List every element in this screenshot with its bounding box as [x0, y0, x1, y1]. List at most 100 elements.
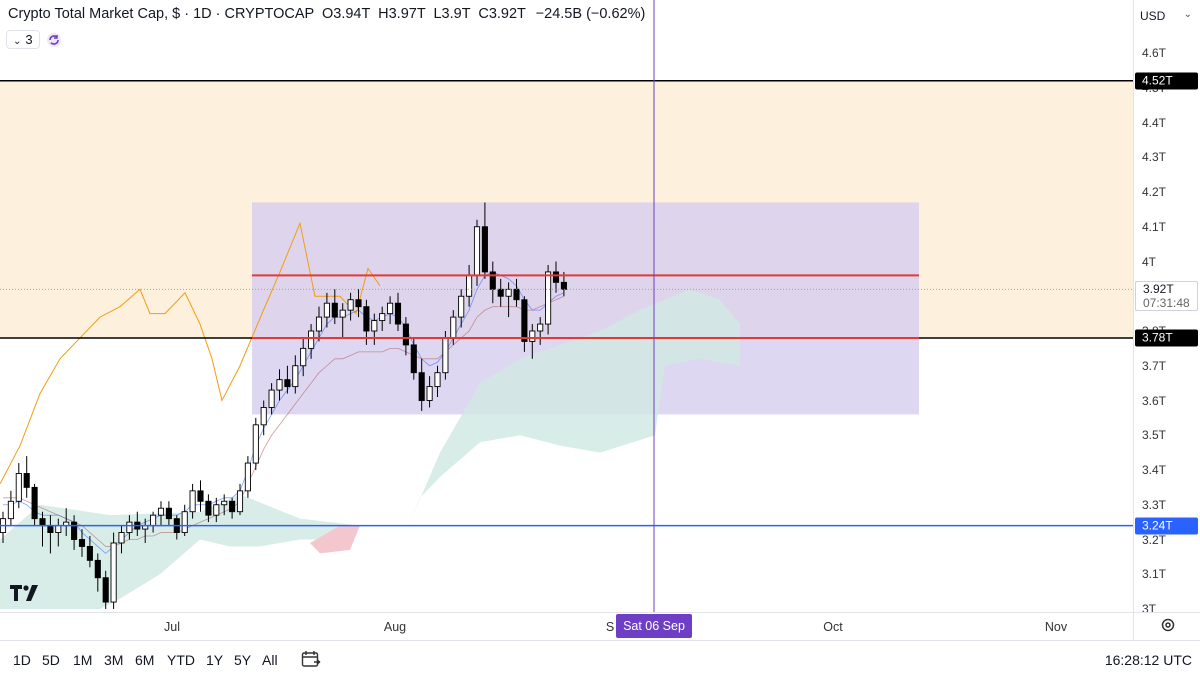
price-tick: 3.1T [1142, 567, 1167, 582]
candle-body [505, 288, 512, 297]
candle-body [529, 330, 536, 342]
time-tick: Jul [164, 620, 180, 634]
lagging-span-line [0, 221, 381, 485]
chart-settings-button[interactable] [1133, 612, 1200, 641]
candle-body [379, 313, 386, 322]
candle-body [7, 500, 14, 520]
candle-body [110, 542, 117, 603]
candle-body [323, 302, 330, 318]
candle-body [181, 511, 188, 534]
candle-body [331, 302, 338, 318]
bar-countdown: 07:31:48 [1143, 296, 1190, 311]
symbol-title[interactable]: Crypto Total Market Cap, $ · 1D · CRYPTO… [8, 6, 314, 22]
range-button-1y[interactable]: 1Y [206, 652, 224, 668]
candle-body [221, 500, 228, 506]
range-button-all[interactable]: All [262, 652, 278, 668]
range-button-5y[interactable]: 5Y [234, 652, 252, 668]
candle-body [236, 490, 244, 513]
candle-body [552, 271, 560, 283]
candle-body [355, 299, 362, 308]
candle-body [78, 539, 86, 547]
currency-selector[interactable]: USD ⌄ [1134, 0, 1198, 32]
change-value: −24.5B (−0.62%) [535, 6, 646, 22]
price-tick: 3.3T [1142, 497, 1167, 512]
time-tick: Nov [1044, 620, 1068, 634]
candle-body [473, 226, 481, 276]
candle-body [229, 500, 236, 513]
candle-body [23, 473, 30, 488]
candle-body [418, 372, 425, 401]
high-key: H [378, 6, 389, 22]
candle-body [126, 521, 133, 534]
candle-body [86, 546, 93, 561]
candle-body [94, 559, 101, 579]
price-tick: 4T [1142, 254, 1157, 269]
candle-body [276, 379, 283, 391]
candle-body [118, 532, 125, 544]
range-button-6m[interactable]: 6M [135, 652, 155, 668]
chart-pane[interactable]: Crypto Total Market Cap, $ · 1D · CRYPTO… [0, 0, 1133, 612]
candle-body [55, 525, 62, 533]
time-axis[interactable]: Jul Aug S Oct Nov [0, 612, 1133, 641]
calendar-icon[interactable] [301, 650, 321, 673]
price-chart[interactable] [0, 0, 1133, 612]
candle-body [252, 424, 259, 464]
candle-body [497, 288, 504, 297]
candle-body [434, 372, 441, 388]
current-price-value: 3.92T [1143, 282, 1174, 297]
candle-body [560, 281, 567, 290]
candle-body [300, 347, 307, 367]
candle-body [450, 316, 457, 339]
candle-body [387, 302, 394, 315]
time-tick: Oct [823, 620, 843, 634]
candle-body [47, 525, 54, 533]
candle-body [268, 389, 275, 408]
time-tick: Aug [383, 620, 407, 634]
candle-body [410, 344, 417, 374]
candle-body [315, 316, 323, 332]
price-axis[interactable]: 4.6T4.5T4.4T4.3T4.2T4.1T4T3.9T3.8T3.7T3.… [1133, 0, 1200, 616]
low-value: 3.9T [441, 6, 471, 22]
crosshair-date-label: Sat 06 Sep [616, 614, 692, 638]
gear-icon [1160, 617, 1176, 638]
candle-body [347, 299, 354, 311]
candle-body [31, 486, 38, 520]
candle-body [466, 274, 473, 297]
ichimoku-cloud-bearish [310, 525, 360, 554]
candle-body [157, 507, 165, 516]
candle-body [394, 302, 402, 325]
candle-body [205, 500, 212, 516]
price-tick: 3.4T [1142, 463, 1167, 477]
candle-body [213, 504, 220, 516]
range-button-ytd[interactable]: YTD [167, 652, 195, 668]
price-tick: 4.6T [1142, 46, 1167, 60]
utc-clock[interactable]: 16:28:12 UTC [1104, 652, 1192, 668]
candle-body [426, 386, 433, 401]
close-value: 3.92T [488, 6, 526, 22]
indicators-toggle[interactable]: ⌄ 3 [6, 30, 40, 49]
chevron-down-icon: ⌄ [13, 36, 22, 47]
conversion-line [3, 271, 565, 554]
candle-body [442, 337, 449, 374]
range-button-1d[interactable]: 1D [13, 652, 31, 668]
candle-body [513, 288, 520, 301]
high-value: 3.97T [388, 6, 426, 22]
tradingview-logo[interactable] [10, 584, 40, 607]
range-button-1m[interactable]: 1M [73, 652, 93, 668]
candle-body [189, 490, 196, 513]
candle-body [150, 514, 157, 527]
base-line [3, 295, 565, 547]
upper-level-price-label: 4.52T [1135, 72, 1198, 90]
currency-label: USD [1140, 9, 1166, 23]
refresh-icon[interactable] [46, 32, 62, 48]
range-button-5d[interactable]: 5D [42, 652, 60, 668]
open-value: 3.94T [333, 6, 371, 22]
candle-body [39, 518, 46, 527]
range-button-3m[interactable]: 3M [104, 652, 124, 668]
candle-body [71, 521, 78, 540]
candle-body [292, 365, 299, 388]
candle-body [458, 295, 465, 318]
candle-body [402, 323, 409, 346]
price-tick: 3.2T [1142, 532, 1167, 547]
current-price-label: 3.92T 07:31:48 [1135, 281, 1198, 312]
